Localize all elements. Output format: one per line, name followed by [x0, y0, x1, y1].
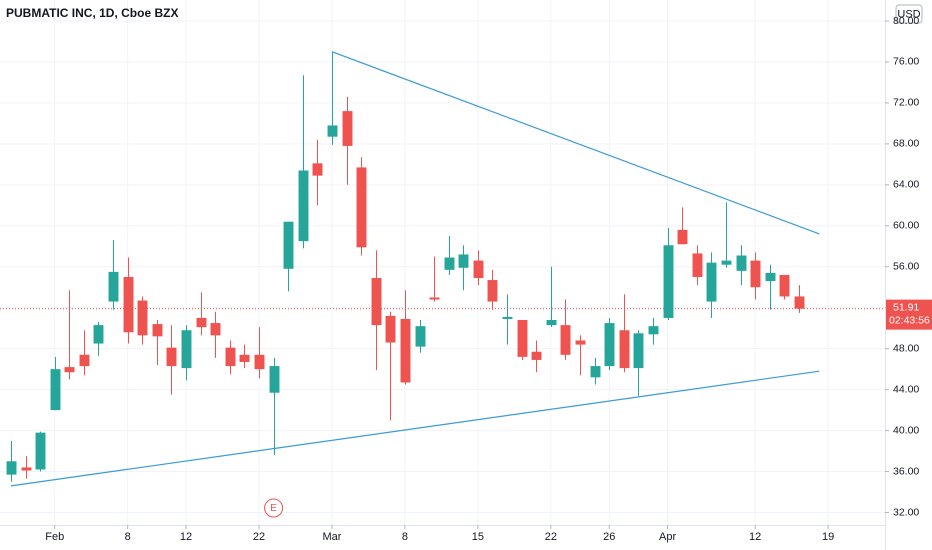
- candle-body: [794, 296, 805, 309]
- candle-body: [546, 319, 557, 326]
- candle-body: [123, 276, 134, 333]
- chart-title: PUBMATIC INC, 1D, Cboe BZX: [6, 6, 178, 20]
- x-tick-label: 15: [472, 531, 484, 543]
- y-tick-label: 72.00: [893, 97, 919, 109]
- candle-body: [21, 467, 32, 471]
- candle-body: [356, 167, 367, 248]
- y-tick-label: 80.00: [893, 15, 919, 27]
- candle-body: [152, 324, 163, 337]
- candle-body: [677, 229, 688, 245]
- candle-body: [765, 272, 776, 282]
- candle-body: [604, 323, 615, 367]
- x-tick-label: 12: [180, 531, 192, 543]
- candle-body: [269, 366, 280, 393]
- candle-body: [429, 297, 440, 300]
- candle-body: [312, 163, 323, 176]
- y-tick-label: 48.00: [893, 342, 919, 354]
- candle-body: [400, 318, 411, 383]
- candle-body: [531, 351, 542, 360]
- candle-body: [298, 170, 309, 242]
- candle-body: [750, 260, 761, 288]
- currency[interactable]: USD: [897, 8, 920, 20]
- candle-body: [473, 260, 484, 279]
- candle-body: [517, 319, 528, 357]
- candle-body: [779, 274, 790, 297]
- x-tick-label: 19: [822, 531, 834, 543]
- x-tick-label: Apr: [659, 531, 676, 543]
- candle-body: [225, 347, 236, 367]
- x-tick-label: Mar: [322, 531, 341, 543]
- candle-body: [283, 221, 294, 269]
- candle-body: [560, 325, 571, 355]
- candle-body: [93, 325, 104, 344]
- y-tick-label: 40.00: [893, 424, 919, 436]
- candle-body: [35, 432, 46, 470]
- candle-body: [692, 253, 703, 277]
- candle-body: [575, 340, 586, 345]
- candle-body: [79, 354, 90, 367]
- candle-body: [210, 323, 221, 336]
- candle-body: [181, 330, 192, 369]
- last-price-label: 51.91: [893, 301, 919, 313]
- y-tick-label: 32.00: [893, 506, 919, 518]
- y-tick-label: 60.00: [893, 220, 919, 232]
- x-tick-label: 26: [603, 531, 615, 543]
- candle-body: [487, 280, 498, 302]
- candle-body: [633, 333, 644, 369]
- candle-body: [64, 367, 75, 373]
- trend-line: [331, 51, 820, 235]
- candle-body: [444, 257, 455, 270]
- candle-body: [254, 354, 265, 370]
- y-tick-label: 76.00: [893, 56, 919, 68]
- y-tick-label: 68.00: [893, 138, 919, 150]
- candle-body: [663, 245, 674, 318]
- countdown-label: 02:43:56: [889, 314, 930, 326]
- candle-body: [706, 262, 717, 302]
- candle-body: [137, 300, 148, 336]
- candle-body: [50, 369, 61, 411]
- candle-body: [327, 125, 338, 137]
- x-tick-label: 22: [545, 531, 557, 543]
- candle-body: [736, 255, 747, 271]
- candle-body: [385, 315, 396, 343]
- candle-body: [590, 366, 601, 378]
- y-tick-label: 44.00: [893, 383, 919, 395]
- candle-body: [415, 326, 426, 347]
- x-tick-label: 8: [125, 531, 131, 543]
- x-tick-label: 22: [253, 531, 265, 543]
- candle-body: [239, 354, 250, 362]
- candle-body: [166, 347, 177, 367]
- trend-line: [10, 370, 820, 487]
- x-tick-label: Feb: [45, 531, 64, 543]
- candle-body: [342, 111, 353, 146]
- y-tick-label: 36.00: [893, 465, 919, 477]
- candle-body: [196, 317, 207, 328]
- candle-body: [108, 271, 119, 302]
- event-marker: [264, 498, 284, 518]
- candle-body: [371, 278, 382, 326]
- y-tick-label: 56.00: [893, 261, 919, 273]
- candle-body: [6, 461, 17, 475]
- x-tick-label: 12: [749, 531, 761, 543]
- x-tick-label: 8: [402, 531, 408, 543]
- candle-body: [648, 326, 659, 335]
- last-price-box: [886, 299, 932, 330]
- currency-box[interactable]: [895, 4, 923, 24]
- event-label: E: [270, 503, 277, 514]
- y-tick-label: 64.00: [893, 179, 919, 191]
- candle-body: [502, 316, 513, 319]
- candle-body: [721, 260, 732, 265]
- candle-body: [458, 254, 469, 268]
- candle-body: [619, 330, 630, 369]
